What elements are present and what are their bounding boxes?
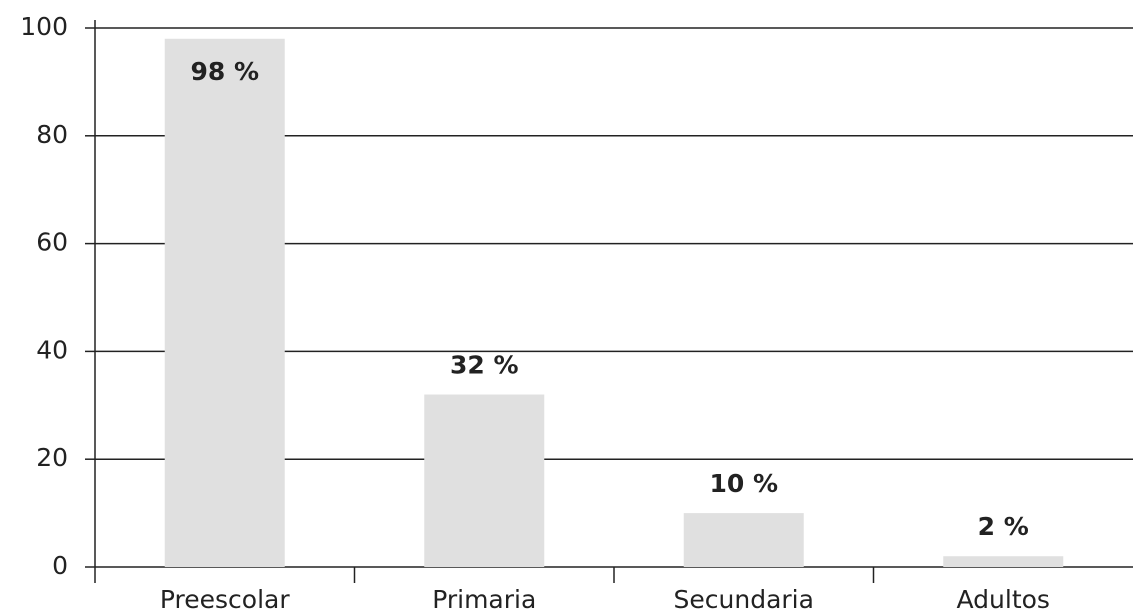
bar xyxy=(683,513,804,567)
x-tick-label: Primaria xyxy=(432,585,536,613)
bar xyxy=(943,556,1064,567)
y-tick-label: 0 xyxy=(52,551,68,580)
y-tick-label: 40 xyxy=(36,335,68,364)
value-label: 32 % xyxy=(450,351,519,380)
value-label: 10 % xyxy=(709,469,778,498)
x-tick-label: Secundaria xyxy=(674,585,814,613)
y-tick-label: 80 xyxy=(36,120,68,149)
x-tick-label: Adultos xyxy=(957,585,1050,613)
y-tick-label: 20 xyxy=(36,443,68,472)
y-tick-label: 100 xyxy=(20,12,68,41)
value-label: 2 % xyxy=(978,512,1029,541)
value-label: 98 % xyxy=(190,57,259,86)
y-tick-label: 60 xyxy=(36,228,68,257)
bar xyxy=(164,38,285,567)
bar xyxy=(424,394,545,567)
x-tick-label: Preescolar xyxy=(160,585,290,613)
